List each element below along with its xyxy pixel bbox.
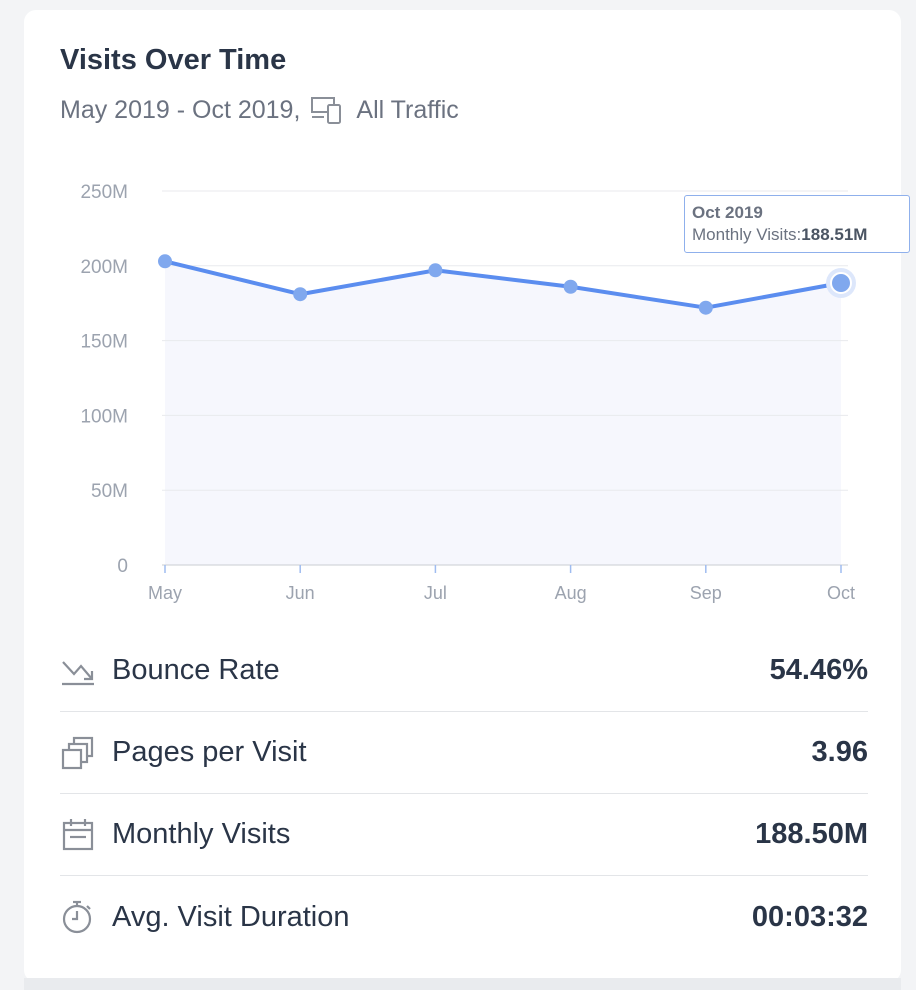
- tooltip-value: 188.51M: [801, 225, 868, 244]
- card-title: Visits Over Time: [60, 44, 287, 76]
- metric-value: 54.46%: [769, 654, 868, 686]
- metric-value: 188.50M: [755, 818, 868, 850]
- data-point-highlighted: [830, 271, 852, 294]
- y-tick-label: 150M: [80, 332, 128, 353]
- area-fill: [165, 261, 841, 565]
- calendar-icon: [60, 817, 96, 853]
- data-point: [293, 287, 308, 302]
- metric-row-pages-per-visit: Pages per Visit 3.96: [60, 712, 868, 794]
- stopwatch-icon: [60, 899, 96, 935]
- tooltip-label: Monthly Visits:: [692, 225, 802, 244]
- series-line: [164, 259, 842, 310]
- x-tick-label: Jul: [424, 583, 447, 603]
- data-point: [698, 300, 713, 315]
- x-tick-label: Aug: [555, 583, 587, 603]
- chart-tooltip: Oct 2019 Monthly Visits:188.51M: [684, 195, 910, 253]
- card-footer-edge: [24, 978, 901, 990]
- x-tick-label: Sep: [690, 583, 722, 603]
- metric-label: Bounce Rate: [112, 654, 280, 686]
- tooltip-title: Oct 2019: [692, 203, 763, 222]
- x-tick-label: Oct: [827, 583, 855, 603]
- devices-icon: [310, 95, 344, 125]
- metric-row-bounce-rate: Bounce Rate 54.46%: [60, 630, 868, 712]
- data-point: [158, 254, 172, 269]
- pages-icon: [60, 735, 96, 771]
- x-tick-label: May: [148, 583, 182, 603]
- metric-value: 00:03:32: [751, 900, 868, 933]
- metric-row-avg-visit-duration: Avg. Visit Duration 00:03:32: [60, 876, 868, 958]
- traffic-type: All Traffic: [356, 95, 459, 124]
- card-subtitle: May 2019 - Oct 2019, All Traffic: [60, 95, 459, 125]
- y-tick-label: 100M: [80, 406, 128, 427]
- y-tick-label: 0: [117, 556, 128, 577]
- metric-label: Pages per Visit: [112, 736, 307, 768]
- metrics-list: Bounce Rate 54.46% Pages per Visit 3.96: [60, 630, 868, 958]
- data-point: [563, 279, 578, 294]
- visits-chart: 0 50M 100M 150M 200M 250M May Jun Jul Aug Sep Oct: [80, 182, 856, 603]
- visits-card: Visits Over Time May 2019 - Oct 2019, Al…: [24, 10, 910, 982]
- x-tick-label: Jun: [286, 583, 315, 603]
- y-tick-label: 200M: [80, 257, 128, 278]
- date-range: May 2019 - Oct 2019,: [60, 95, 301, 124]
- data-point: [428, 263, 443, 278]
- metric-row-monthly-visits: Monthly Visits 188.50M: [60, 794, 868, 876]
- y-tick-label: 250M: [80, 182, 128, 203]
- metric-label: Monthly Visits: [112, 818, 291, 850]
- y-tick-label: 50M: [91, 481, 128, 502]
- bounce-icon: [60, 653, 96, 689]
- metric-value: 3.96: [811, 736, 868, 768]
- metric-label: Avg. Visit Duration: [112, 900, 350, 933]
